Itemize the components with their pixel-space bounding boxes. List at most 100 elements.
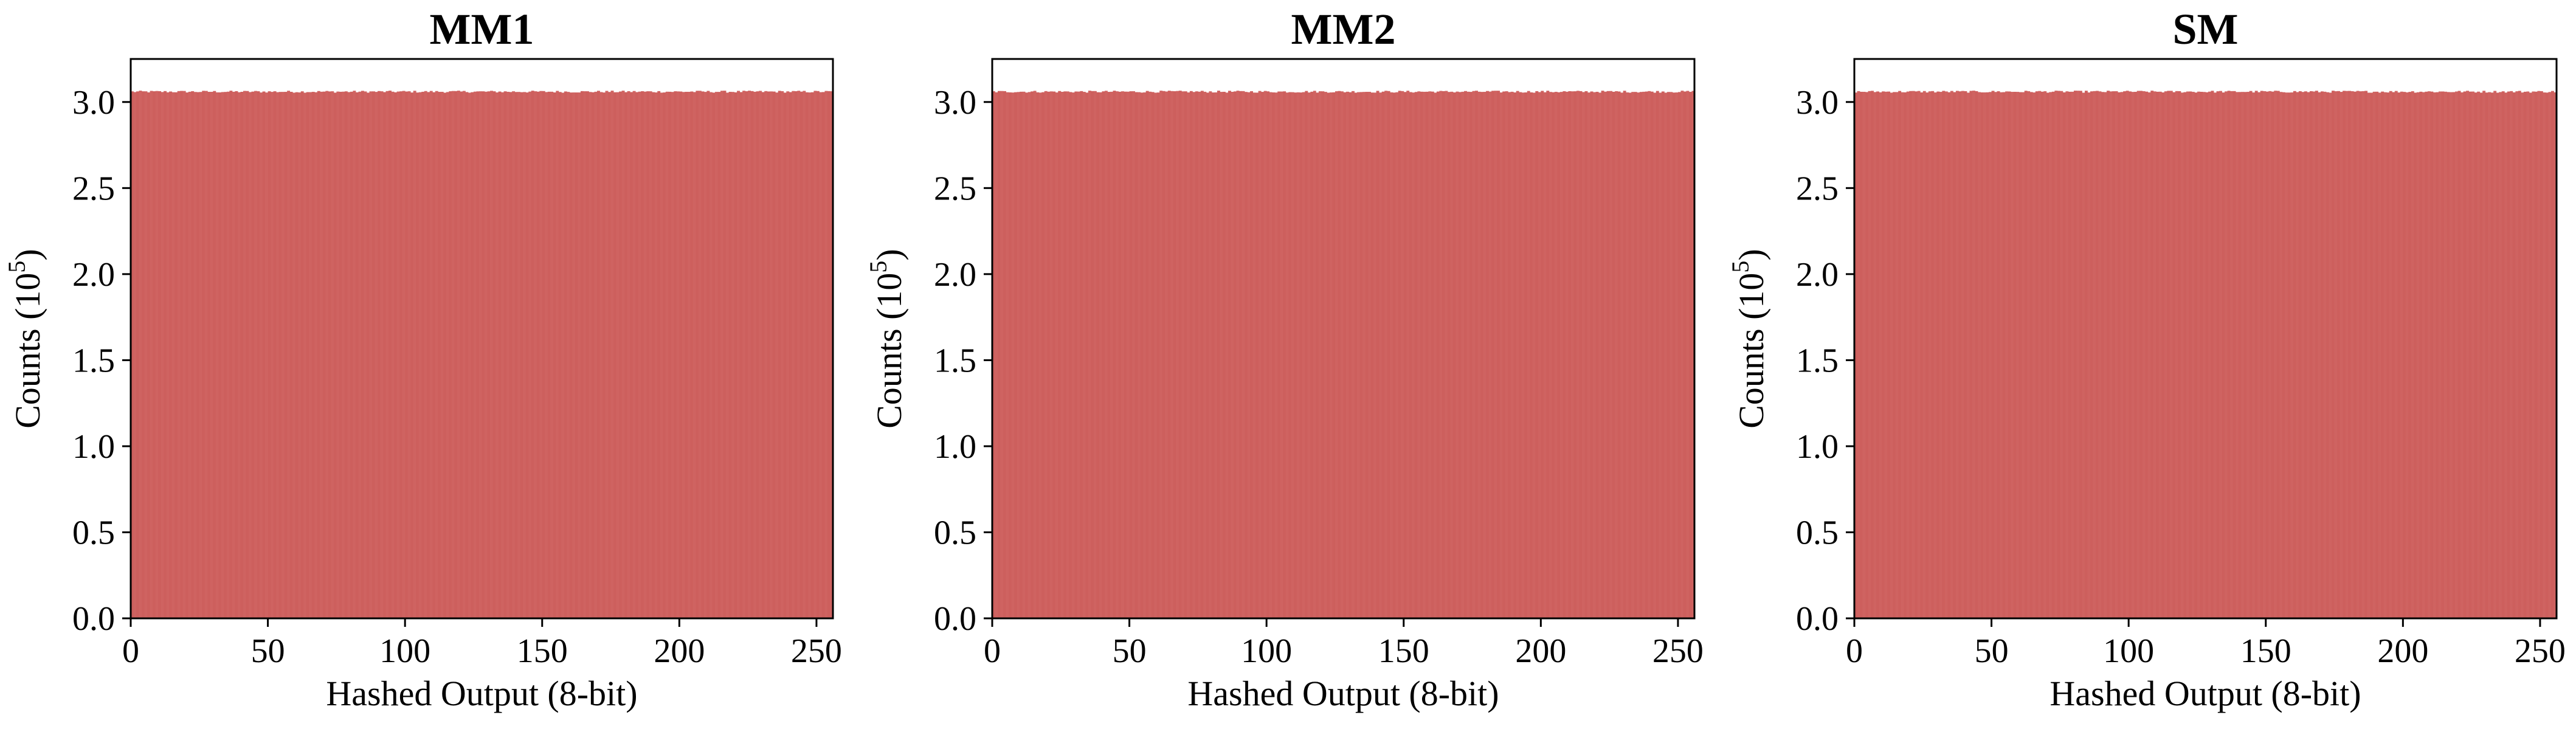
histogram-bar [2194,92,2198,618]
histogram-bar [2230,91,2234,618]
histogram-bar [336,91,340,619]
histogram-bar [1000,91,1004,618]
histogram-bar [1274,92,1278,618]
histogram-bar [1234,91,1237,619]
histogram-bar [2112,91,2116,618]
histogram-bar [2035,91,2039,618]
histogram-bar [1516,91,1519,618]
histogram-bar [575,92,578,618]
histogram-bar [561,92,565,618]
histogram-bar [1920,92,1924,619]
histogram-bar [1316,92,1319,619]
histogram-bar [243,91,246,618]
histogram-bar [1882,91,1885,619]
histogram-bar [728,92,732,618]
histogram-bar [748,91,751,618]
histogram-bar [2334,91,2338,619]
histogram-bar [528,91,532,618]
histogram-bar [1093,91,1097,618]
histogram-bar [281,92,285,618]
histogram-bar [998,91,1001,618]
histogram-bar [827,91,830,619]
histogram-bar [2232,91,2236,618]
histogram-bar [257,91,260,619]
histogram-bar [1901,92,1904,618]
histogram-bar [1313,91,1316,618]
histogram-bar [295,92,299,618]
histogram-bar [1184,91,1187,618]
histogram-bar [2109,91,2113,618]
histogram-bar [492,91,496,619]
histogram-bar [1494,91,1497,618]
histogram-bar [2287,92,2291,619]
histogram-bar [578,92,581,618]
histogram-bar [317,91,320,618]
chart-title: SM [2173,5,2239,54]
histogram-bar [402,91,406,619]
histogram-bar [2222,92,2225,618]
histogram-bar [1557,92,1561,618]
x-tick-label: 250 [1652,632,1704,670]
y-tick-label: 1.0 [934,428,976,466]
histogram-bar [451,91,455,618]
histogram-bar [268,91,271,618]
histogram-bar [1928,91,1932,619]
histogram-bar [2414,92,2417,618]
histogram-bar [2389,91,2392,618]
histogram-bar [2290,92,2294,618]
histogram-bar [564,91,567,619]
histogram-bar [1420,91,1423,618]
histogram-bar [649,91,652,618]
histogram-bar [333,92,337,618]
histogram-bar [1961,91,1964,618]
histogram-bar [473,91,477,618]
histogram-bar [613,92,616,619]
histogram-bar [221,92,224,618]
histogram-bar [421,91,425,618]
histogram-bar [2378,92,2381,619]
histogram-bar [1088,91,1091,618]
histogram-bar [440,92,444,618]
histogram-bar [1672,92,1676,619]
histogram-bar [2276,91,2280,619]
histogram-bar [133,92,137,618]
histogram-bar [2320,91,2324,618]
histogram-bar [449,91,452,618]
histogram-bar [2076,91,2080,618]
histogram-bar [1116,91,1119,618]
histogram-bar [2521,92,2524,619]
histogram-bar [1442,91,1445,618]
histogram-bar [375,92,378,618]
histogram-bar [1192,92,1196,618]
histogram-bar [520,92,523,618]
histogram-bar [1343,92,1347,618]
histogram-bar [1508,92,1511,619]
histogram-bar [1214,92,1218,618]
histogram-bar [278,92,282,618]
histogram-bar [2507,91,2510,618]
histogram-bar [171,92,175,618]
histogram-bar [501,92,504,618]
x-tick-label: 200 [2377,632,2428,670]
histogram-bar [1573,91,1577,619]
histogram-bar [706,91,710,619]
histogram-bar [2537,91,2541,618]
histogram-bar [1245,92,1248,618]
histogram-bar [1423,91,1426,618]
histogram-bar [1236,91,1240,618]
histogram-bar [485,91,488,618]
histogram-bar [2158,91,2162,619]
histogram-bar [616,92,620,618]
histogram-bar [1239,91,1242,618]
histogram-bar [1156,92,1160,618]
histogram-bar [166,92,170,618]
histogram-bar [1129,91,1133,619]
histogram-bar [1975,91,1978,618]
histogram-bar [1113,91,1116,618]
histogram-bar [770,91,773,619]
histogram-bar [1252,92,1256,619]
histogram-bar [1110,91,1113,618]
histogram-bar [1176,91,1179,618]
histogram-bar [1379,92,1383,618]
histogram-bar [1475,91,1478,618]
